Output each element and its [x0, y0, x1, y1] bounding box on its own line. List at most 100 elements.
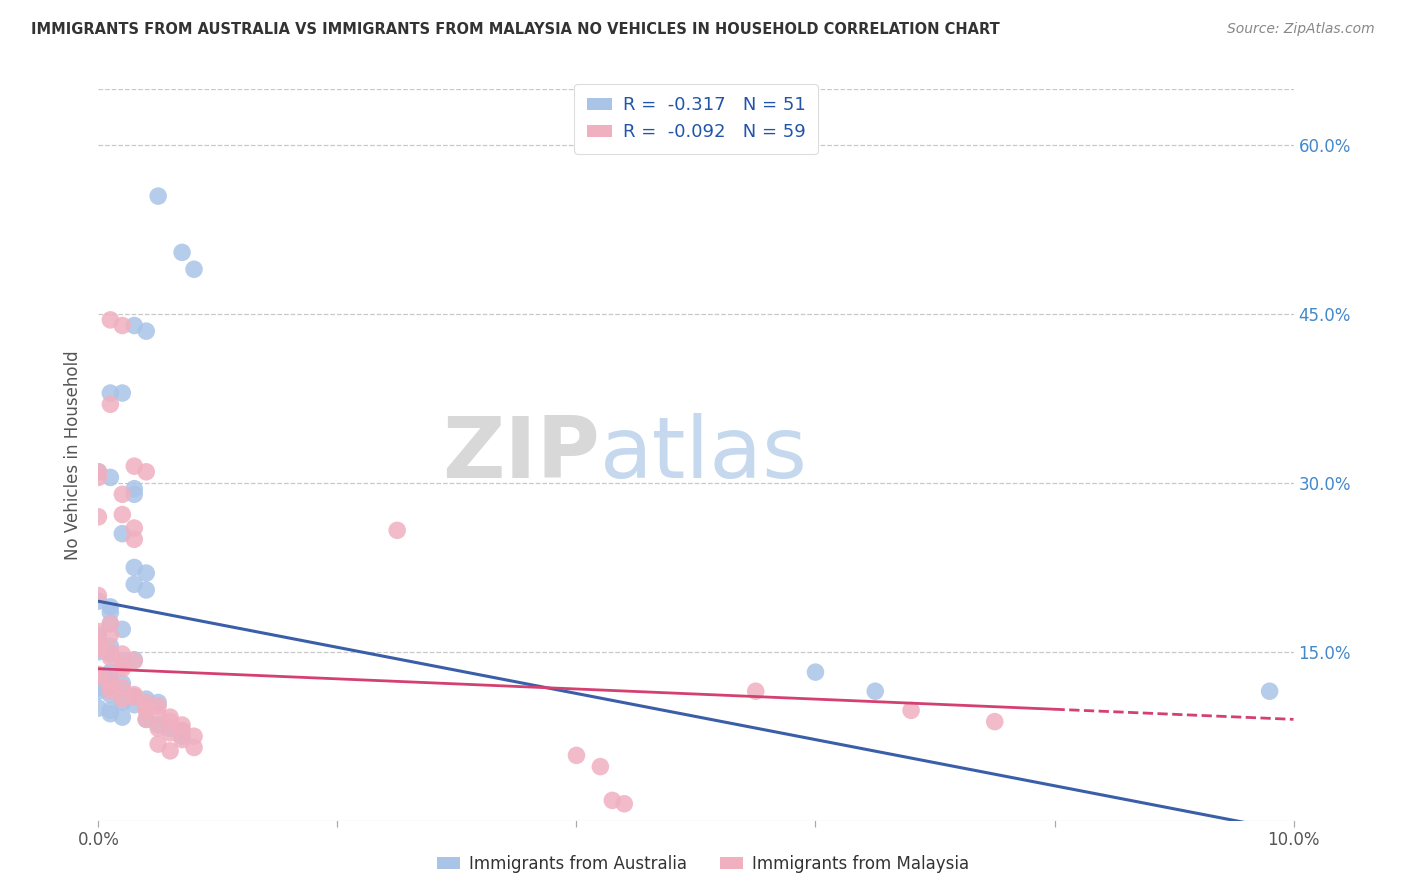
Point — [111, 658, 134, 673]
Point — [613, 797, 636, 811]
Point — [111, 662, 134, 676]
Point — [111, 692, 134, 706]
Point — [87, 670, 110, 684]
Point — [87, 670, 110, 684]
Point — [124, 560, 146, 574]
Point — [87, 681, 110, 695]
Point — [589, 759, 612, 773]
Y-axis label: No Vehicles in Household: No Vehicles in Household — [65, 350, 83, 560]
Point — [148, 706, 170, 721]
Text: atlas: atlas — [600, 413, 808, 497]
Point — [87, 639, 110, 653]
Point — [124, 318, 146, 333]
Point — [172, 245, 194, 260]
Point — [111, 647, 134, 661]
Point — [98, 684, 122, 698]
Point — [135, 692, 157, 706]
Point — [124, 533, 146, 547]
Point — [183, 262, 205, 277]
Point — [111, 487, 134, 501]
Legend: R =  -0.317   N = 51, R =  -0.092   N = 59: R = -0.317 N = 51, R = -0.092 N = 59 — [574, 84, 818, 154]
Point — [385, 524, 409, 538]
Point — [87, 509, 110, 524]
Legend: Immigrants from Australia, Immigrants from Malaysia: Immigrants from Australia, Immigrants fr… — [430, 848, 976, 880]
Point — [98, 688, 122, 702]
Point — [984, 714, 1007, 729]
Point — [148, 696, 170, 710]
Point — [135, 582, 157, 597]
Point — [135, 701, 157, 715]
Point — [124, 688, 146, 702]
Point — [135, 703, 157, 717]
Point — [172, 718, 194, 732]
Point — [565, 748, 588, 763]
Point — [124, 487, 146, 501]
Point — [87, 465, 110, 479]
Point — [135, 566, 157, 580]
Point — [183, 740, 205, 755]
Text: Source: ZipAtlas.com: Source: ZipAtlas.com — [1227, 22, 1375, 37]
Point — [98, 397, 122, 411]
Text: IMMIGRANTS FROM AUSTRALIA VS IMMIGRANTS FROM MALAYSIA NO VEHICLES IN HOUSEHOLD C: IMMIGRANTS FROM AUSTRALIA VS IMMIGRANTS … — [31, 22, 1000, 37]
Point — [87, 645, 110, 659]
Point — [124, 577, 146, 591]
Point — [1258, 684, 1281, 698]
Point — [148, 718, 170, 732]
Point — [804, 665, 827, 679]
Point — [172, 732, 194, 747]
Point — [865, 684, 887, 698]
Point — [98, 665, 122, 679]
Point — [87, 624, 110, 639]
Point — [98, 616, 122, 631]
Point — [745, 684, 768, 698]
Point — [87, 701, 110, 715]
Point — [98, 673, 122, 687]
Point — [159, 714, 181, 729]
Point — [87, 470, 110, 484]
Point — [183, 729, 205, 743]
Point — [87, 636, 110, 650]
Point — [135, 465, 157, 479]
Point — [159, 710, 181, 724]
Point — [111, 654, 134, 668]
Point — [159, 744, 181, 758]
Text: ZIP: ZIP — [443, 413, 600, 497]
Point — [172, 723, 194, 738]
Point — [602, 793, 624, 807]
Point — [98, 706, 122, 721]
Point — [87, 628, 110, 642]
Point — [87, 594, 110, 608]
Point — [111, 318, 134, 333]
Point — [124, 653, 146, 667]
Point — [111, 676, 134, 690]
Point — [135, 324, 157, 338]
Point — [900, 703, 922, 717]
Point — [111, 710, 134, 724]
Point — [98, 386, 122, 401]
Point — [124, 698, 146, 712]
Point — [111, 508, 134, 522]
Point — [172, 729, 194, 743]
Point — [98, 599, 122, 614]
Point — [159, 722, 181, 736]
Point — [87, 684, 110, 698]
Point — [148, 189, 170, 203]
Point — [98, 616, 122, 631]
Point — [98, 679, 122, 693]
Point — [98, 606, 122, 620]
Point — [98, 645, 122, 659]
Point — [124, 690, 146, 704]
Point — [135, 696, 157, 710]
Point — [111, 696, 134, 710]
Point — [111, 681, 134, 695]
Point — [135, 712, 157, 726]
Point — [159, 726, 181, 740]
Point — [98, 628, 122, 642]
Point — [98, 639, 122, 653]
Point — [172, 723, 194, 738]
Point — [87, 465, 110, 479]
Point — [135, 712, 157, 726]
Point — [98, 703, 122, 717]
Point — [148, 722, 170, 736]
Point — [111, 386, 134, 401]
